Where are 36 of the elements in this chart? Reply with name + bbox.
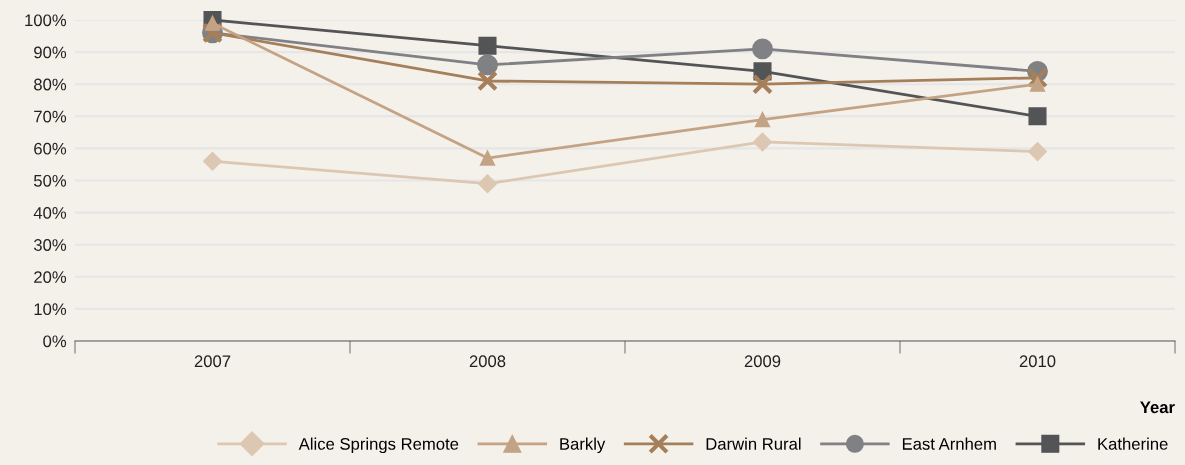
y-tick-label: 50%: [33, 174, 67, 187]
x-tick-label: 2010: [1019, 355, 1056, 368]
x-tick-label: 2009: [744, 355, 781, 368]
y-tick-label: 80%: [34, 78, 67, 91]
legend-label: Darwin Rural: [706, 437, 801, 450]
point: [479, 150, 496, 166]
point: [204, 15, 221, 31]
point: [478, 36, 497, 55]
y-tick-label: 100%: [25, 14, 67, 27]
point: [1029, 76, 1046, 92]
point: [752, 73, 773, 95]
point: [1027, 67, 1048, 89]
y-tick-label: 90%: [34, 46, 67, 59]
x-tick-label: 2007: [194, 355, 231, 368]
point: [752, 132, 773, 152]
y-tick-label: 60%: [34, 142, 67, 155]
point: [477, 70, 498, 92]
legend-label: East Arnhem: [902, 437, 996, 450]
legend-label: Alice Springs Remote: [298, 437, 459, 454]
x-axis-title: Year: [1140, 401, 1175, 414]
point: [1028, 107, 1047, 126]
point: [477, 174, 498, 194]
point: [202, 151, 223, 171]
point: [1027, 142, 1048, 162]
y-tick-label: 30%: [33, 239, 67, 251]
legend-label: Katherine: [1098, 437, 1168, 450]
point: [477, 54, 498, 76]
y-tick-label: 40%: [33, 207, 67, 219]
y-tick-label: 10%: [34, 303, 67, 316]
y-tick-label: 20%: [34, 271, 67, 283]
y-tick-label: 70%: [34, 110, 67, 123]
y-tick-label: 0%: [43, 335, 67, 348]
legend-label: Barkly: [560, 437, 606, 454]
x-tick-label: 2008: [469, 355, 506, 368]
point: [752, 38, 773, 60]
point: [754, 111, 771, 128]
